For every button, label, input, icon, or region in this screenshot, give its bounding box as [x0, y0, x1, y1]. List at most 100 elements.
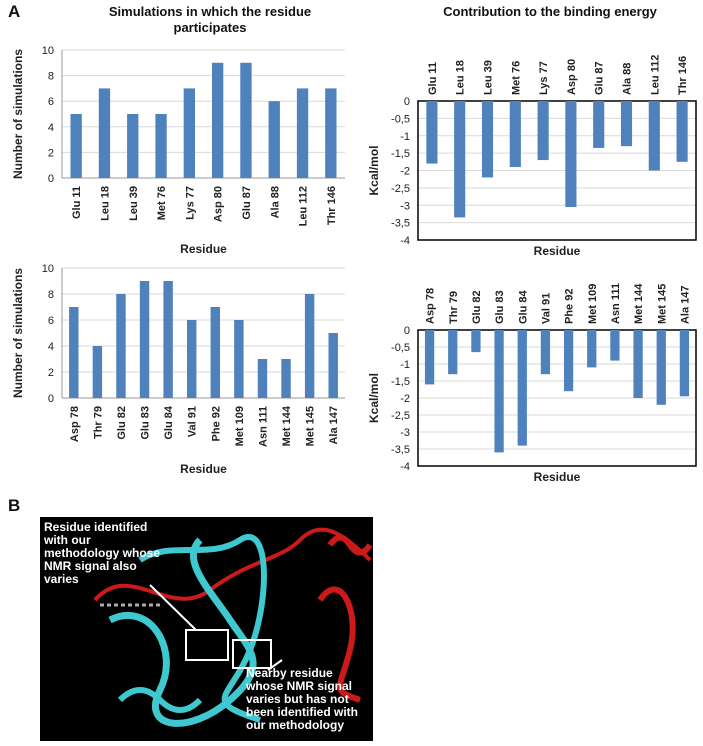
bar: [328, 333, 338, 398]
bar: [448, 330, 458, 375]
bar: [424, 330, 435, 385]
x-tick-label: Asp 78: [69, 406, 81, 442]
bar: [648, 101, 660, 171]
x-tick-label: Thr 146: [677, 56, 689, 95]
bar: [565, 101, 577, 207]
bar: [281, 359, 291, 398]
x-tick-label: Leu 112: [649, 55, 661, 95]
x-tick-label: Leu 18: [99, 186, 111, 221]
y-tick-label: 0: [48, 393, 54, 405]
x-axis-title: Residue: [180, 242, 227, 256]
ribbon-red: [93, 527, 372, 602]
x-tick-label: Asp 80: [213, 186, 225, 222]
x-tick-label: Met 76: [510, 61, 522, 95]
bar: [257, 359, 268, 398]
y-tick-label: -0,5: [391, 113, 410, 125]
x-tick-label: Leu 39: [483, 60, 495, 95]
bar: [69, 307, 79, 398]
x-tick-label: Leu 112: [298, 186, 310, 226]
bar: [610, 330, 620, 361]
bar: [296, 88, 309, 178]
x-tick-label: Asn 111: [610, 283, 622, 324]
ribbon-cyan: [108, 537, 257, 727]
x-axis-title: Residue: [534, 244, 581, 258]
y-tick-label: 6: [48, 315, 54, 327]
ribbon-red: [317, 586, 361, 703]
bar: [186, 320, 197, 398]
y-tick-label: -4: [400, 235, 410, 247]
bar: [116, 294, 126, 398]
bar: [454, 101, 466, 218]
bar: [509, 101, 521, 168]
bar: [268, 101, 280, 178]
bar: [240, 62, 252, 178]
ribbon-cyan: [138, 534, 267, 723]
y-tick-label: -2,5: [391, 410, 410, 422]
x-tick-label: Glu 83: [494, 290, 506, 324]
y-tick-label: -3: [400, 427, 410, 439]
bar: [426, 101, 438, 164]
y-tick-label: 2: [48, 367, 54, 379]
y-axis-title: Kcal/mol: [367, 373, 381, 423]
structure-image: [40, 517, 373, 741]
x-tick-label: Glu 11: [71, 186, 83, 219]
x-tick-label: Phe 92: [564, 289, 576, 324]
bar: [183, 88, 196, 178]
bar: [471, 330, 481, 353]
x-tick-label: Glu 87: [241, 186, 253, 220]
x-tick-label: Thr 79: [92, 406, 104, 439]
y-tick-label: -2,5: [391, 183, 410, 195]
ribbon-red: [327, 534, 373, 556]
x-tick-label: Val 91: [187, 406, 199, 437]
annotation: Nearby residue whose NMR signal varies b…: [246, 666, 359, 732]
x-tick-label: Met 76: [156, 186, 168, 220]
x-tick-label: Met 145: [656, 284, 668, 324]
y-tick-label: 8: [48, 289, 54, 301]
bar: [163, 281, 173, 398]
y-tick-label: -2: [400, 166, 410, 178]
x-axis-title: Residue: [534, 470, 581, 484]
ribbon-cyan: [117, 687, 203, 713]
y-tick-label: -1: [400, 359, 410, 371]
plot-frame: [417, 329, 697, 467]
y-tick-label: 10: [42, 45, 54, 57]
y-tick-label: 10: [42, 263, 54, 275]
x-tick-label: Lys 77: [184, 186, 196, 220]
bar: [540, 330, 551, 375]
bar: [325, 88, 337, 178]
x-tick-label: Glu 84: [163, 405, 175, 440]
bar: [494, 330, 504, 453]
y-tick-label: 4: [48, 341, 54, 353]
bar: [139, 281, 150, 398]
bar: [676, 101, 688, 162]
x-tick-label: Glu 82: [116, 406, 128, 440]
x-tick-label: Glu 11: [427, 62, 439, 95]
x-tick-label: Glu 84: [517, 289, 529, 324]
x-tick-label: Asp 80: [566, 59, 578, 95]
y-tick-label: 2: [48, 147, 54, 159]
bar: [155, 114, 167, 178]
bar: [70, 114, 82, 178]
x-tick-label: Met 144: [633, 283, 645, 324]
x-tick-label: Met 145: [305, 406, 317, 446]
x-tick-label: Val 91: [540, 293, 552, 324]
y-tick-label: 0: [404, 96, 410, 108]
chart-title: Contribution to the binding energy: [443, 4, 657, 19]
arrow: [149, 584, 197, 631]
x-tick-label: Phe 92: [210, 406, 222, 441]
bar: [210, 307, 221, 398]
y-tick-label: 4: [48, 122, 54, 134]
chart-title: Simulations in which the residue partici…: [108, 4, 312, 35]
y-tick-label: 0: [404, 325, 410, 337]
x-tick-label: Ala 147: [679, 285, 691, 324]
x-tick-label: Lys 77: [538, 61, 550, 95]
y-tick-label: -1,5: [391, 376, 410, 388]
bar: [593, 101, 605, 148]
x-tick-label: Ala 88: [269, 186, 281, 218]
bar: [127, 114, 139, 178]
highlight-box: [232, 639, 272, 669]
x-tick-label: Thr 146: [326, 186, 338, 225]
x-tick-label: Ala 88: [622, 63, 634, 95]
bar: [234, 320, 244, 398]
